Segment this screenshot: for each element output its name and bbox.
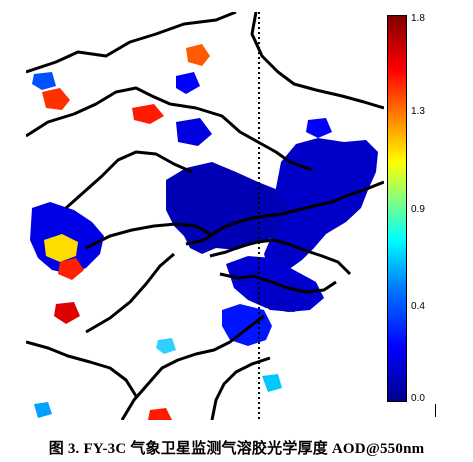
aod-patch-south	[222, 304, 272, 346]
boundary-coast-bohai	[185, 180, 384, 246]
aod-patch-north-orange	[186, 44, 210, 66]
aod-patch-west-hot-red	[58, 258, 84, 280]
colorbar-tick-0-4: 0.4	[411, 301, 425, 312]
colorbar-tick-1-3: 1.3	[411, 106, 425, 117]
text-cursor-mark	[435, 404, 436, 417]
boundary-west-middle	[65, 150, 193, 210]
aod-patch-northeast-plume	[264, 138, 378, 274]
aod-patch-blue-mid-north	[176, 72, 200, 94]
boundary-lines	[26, 12, 384, 420]
boundary-north	[26, 12, 237, 74]
aod-patch-small-cyan	[156, 338, 176, 354]
figure-caption: 图 3. FY-3C 气象卫星监测气溶胶光学厚度 AOD@550nm	[48, 441, 425, 457]
aod-patch-west-red-2	[54, 302, 80, 324]
boundary-upper-mid	[26, 86, 313, 172]
aod-patch-blue-north-center	[176, 118, 212, 146]
aod-patches	[30, 44, 378, 420]
aod-patch-northeast-blue	[306, 118, 332, 138]
aod-patch-mid-red	[132, 104, 164, 124]
colorbar-tick-1-8: 1.8	[411, 13, 425, 24]
aod-map	[26, 12, 384, 420]
aod-patch-cyan-east	[262, 374, 282, 392]
aod-patch-bottom-left	[34, 402, 52, 418]
colorbar-tick-0-0: 0.0	[411, 393, 425, 404]
boundary-middle	[85, 222, 211, 250]
boundary-coast-inner	[209, 238, 352, 276]
boundary-south-east	[210, 356, 271, 420]
aod-patch-west-hot-yellow	[44, 234, 78, 262]
boundary-north-east	[250, 12, 384, 110]
boundary-south	[120, 314, 265, 420]
aod-patch-bottom-red	[148, 408, 172, 420]
colorbar-tick-0-9: 0.9	[411, 204, 425, 215]
aod-patch-northwest-red	[42, 88, 70, 110]
aod-patch-blue-northwest	[32, 72, 56, 90]
aod-map-svg	[26, 12, 384, 420]
aod-patch-shandong	[256, 278, 314, 312]
boundary-shandong	[219, 272, 337, 294]
boundary-south-west	[85, 252, 175, 334]
aod-colorbar	[387, 15, 407, 402]
boundary-lower-west	[26, 340, 138, 397]
aod-patch-north-china	[166, 162, 288, 254]
